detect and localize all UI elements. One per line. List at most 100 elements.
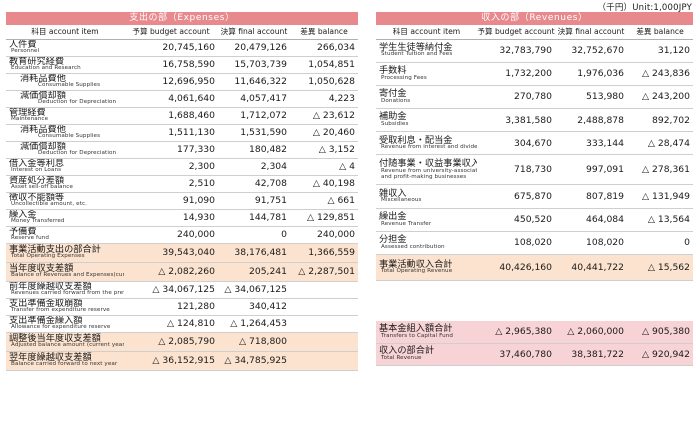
cell-balance: △ 2,287,501 xyxy=(290,262,358,282)
label-en: Assessed contribution xyxy=(381,243,445,250)
table-row: 人件費 Personnel 20,745,160 20,479,126 266,034 xyxy=(6,39,358,57)
table-row: 補助金 Subsidies 3,381,580 2,488,878 892,702 xyxy=(376,108,693,133)
row-label: 事業活動収入合計 Total Operating Revenue xyxy=(376,254,477,281)
cell-final: △ 1,264,453 xyxy=(218,315,290,333)
cell-budget: 40,426,160 xyxy=(477,254,555,281)
label-en: Revenues carried forward from the previo… xyxy=(11,290,124,297)
label-en: Transfers to Capital Fund xyxy=(381,332,454,339)
row-label: 減価償却額 Deduction for Depreciation xyxy=(6,90,124,108)
row-label: 雑収入 Miscellaneous xyxy=(376,184,477,209)
cell-balance: △ 920,942 xyxy=(627,343,693,366)
cell-balance: 892,702 xyxy=(627,108,693,133)
label-ja: 収入の部合計 xyxy=(379,345,435,357)
col-header-final: 決算 final account xyxy=(555,25,627,40)
label-ja: 人件費 xyxy=(9,39,37,50)
revenues-title: 収入の部（Revenues） xyxy=(376,12,693,25)
row-label: 予備費 Reserve fund xyxy=(6,226,124,244)
cell-budget: 37,460,780 xyxy=(477,343,555,366)
table-row: 分担金 Assessed contribution 108,020 108,020 0 xyxy=(376,231,693,256)
cell-final: 513,980 xyxy=(555,85,627,110)
cell-final: 38,176,481 xyxy=(218,243,290,263)
cell-budget: 12,696,950 xyxy=(124,73,218,91)
cell-balance: △ 28,474 xyxy=(627,131,693,156)
row-label: 教育研究経費 Education and Research xyxy=(6,56,124,74)
totals-table: 基本金組入額合計 Transfers to Capital Fund △ 2,965… xyxy=(376,321,693,366)
row-label: 寄付金 Donations xyxy=(376,85,477,110)
label-en: Student Tuition and Fees xyxy=(381,51,453,58)
cell-balance: △ 243,836 xyxy=(627,62,693,86)
cell-final: 333,144 xyxy=(555,131,627,156)
col-header-budget: 予算 budget account xyxy=(477,25,555,40)
cell-budget: 675,870 xyxy=(477,184,555,209)
row-label: 受取利息・配当金 Revenue from interest and divide… xyxy=(376,131,477,156)
label-en: Total Revenue xyxy=(381,354,422,361)
table-row: 繰入金 Money Transferred 14,930 144,781 △ 129,8… xyxy=(6,209,358,227)
cell-budget: 121,280 xyxy=(124,298,218,316)
row-label: 付随事業・収益事業収入 Revenue from university-assoc… xyxy=(376,154,477,186)
label-en: Maintenance xyxy=(11,116,49,123)
label-ja: 支出準備金取崩額 xyxy=(9,298,83,309)
label-ja: 翌年度繰越収支差額 xyxy=(9,351,92,363)
cell-final: 1,712,072 xyxy=(218,107,290,125)
table-row: 学生生徒等納付金 Student Tuition and Fees 32,783,7… xyxy=(376,39,693,63)
row-label: 翌年度繰越収支差額 Balance carried forward to next… xyxy=(6,351,124,371)
label-ja: 消耗品費他 xyxy=(20,124,66,135)
label-en: Deduction for Depreciation xyxy=(38,150,117,157)
table-row: 手数料 Processing Fees 1,732,200 1,976,036 △ 24… xyxy=(376,62,693,86)
revenues-table: 科目 account item 予算 budget account 決算 fin… xyxy=(376,25,693,281)
row-label: 前年度繰越収支差額 Revenues carried forward from t… xyxy=(6,281,124,299)
label-ja: 支出準備金繰入額 xyxy=(9,315,83,326)
cell-budget: 1,732,200 xyxy=(477,62,555,86)
label-ja: 寄付金 xyxy=(379,88,407,100)
cell-balance: △ 661 xyxy=(290,192,358,210)
totals-panel: 基本金組入額合計 Transfers to Capital Fund △ 2,965… xyxy=(376,321,693,366)
label-ja: 借入金等利息 xyxy=(9,158,65,169)
cell-final: 2,304 xyxy=(218,158,290,176)
cell-budget: 16,758,590 xyxy=(124,56,218,74)
cell-final: 38,381,722 xyxy=(555,343,627,366)
label-ja: 事業活動支出の部合計 xyxy=(9,243,101,255)
cell-budget: △ 36,152,915 xyxy=(124,351,218,371)
cell-balance xyxy=(290,332,358,352)
cell-final: 20,479,126 xyxy=(218,39,290,57)
row-label: 基本金組入額合計 Transfers to Capital Fund xyxy=(376,321,477,344)
table-row: 事業活動収入合計 Total Operating Revenue 40,426,16… xyxy=(376,254,693,281)
cell-balance: 31,120 xyxy=(627,39,693,63)
cell-balance: △ 20,460 xyxy=(290,124,358,142)
label-en: Reserve fund xyxy=(11,235,50,242)
table-row: 収入の部合計 Total Revenue 37,460,780 38,381,722 △… xyxy=(376,343,693,366)
row-label: 消耗品費他 Consumable Supplies xyxy=(6,73,124,91)
label-ja: 繰入金 xyxy=(9,209,37,220)
label-ja: 減価償却額 xyxy=(20,141,66,152)
row-label: 人件費 Personnel xyxy=(6,39,124,57)
label-ja: 徴収不能額等 xyxy=(9,192,65,203)
cell-balance: △ 23,612 xyxy=(290,107,358,125)
table-row: 支出準備金取崩額 Transfer from expenditure reserv… xyxy=(6,298,358,316)
label-en: Total Operating Expenses xyxy=(11,253,85,260)
col-header-balance: 差異 balance xyxy=(627,25,693,40)
cell-budget: 177,330 xyxy=(124,141,218,159)
cell-balance xyxy=(290,351,358,371)
cell-budget: 32,783,790 xyxy=(477,39,555,63)
table-row: 管理経費 Maintenance 1,688,460 1,712,072 △ 23,61… xyxy=(6,107,358,125)
table-row: 支出準備金繰入額 Allowance for expenditure reserv… xyxy=(6,315,358,333)
label-en: Subsidies xyxy=(381,121,409,128)
cell-final: △ 34,067,125 xyxy=(218,281,290,299)
table-row: 資産処分差額 Asset sell-off balance 2,510 42,708 △… xyxy=(6,175,358,193)
table-row: 教育研究経費 Education and Research 16,758,590 15… xyxy=(6,56,358,74)
table-row: 予備費 Reserve fund 240,000 0 240,000 xyxy=(6,226,358,244)
label-ja: 基本金組入額合計 xyxy=(379,322,453,334)
cell-budget: 240,000 xyxy=(124,226,218,244)
row-label: 調整後当年度収支差額 Adjusted balance amount (curre… xyxy=(6,332,124,352)
cell-budget: 304,670 xyxy=(477,131,555,156)
cell-budget: 108,020 xyxy=(477,231,555,256)
cell-balance: △ 905,380 xyxy=(627,321,693,344)
cell-balance: △ 13,564 xyxy=(627,208,693,232)
row-label: 減価償却額 Deduction for Depreciation xyxy=(6,141,124,159)
row-label: 繰入金 Money Transferred xyxy=(6,209,124,227)
label-en: Balance carried forward to next year xyxy=(11,361,118,368)
cell-balance: △ 40,198 xyxy=(290,175,358,193)
cell-final: 205,241 xyxy=(218,262,290,282)
row-label: 徴収不能額等 Uncollectible amount, etc. xyxy=(6,192,124,210)
col-header-balance: 差異 balance xyxy=(290,25,358,40)
